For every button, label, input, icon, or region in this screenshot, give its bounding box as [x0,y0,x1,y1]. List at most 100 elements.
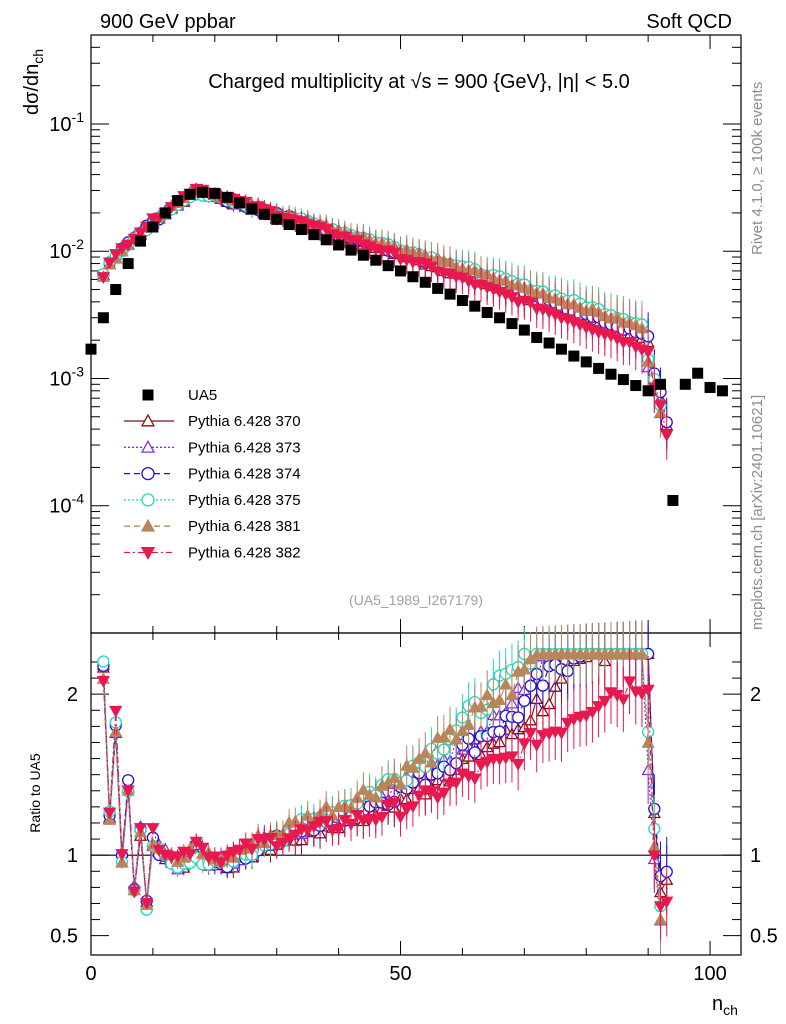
ratio-point [183,848,197,861]
ua5-point [543,337,555,349]
ratio-point [301,825,315,838]
ratio-point [647,850,661,863]
reference-label: (UA5_1989_I267179) [349,592,483,608]
ratio-tick-label: 2 [67,684,78,706]
ratio-point [332,823,346,836]
ua5-point [333,239,345,251]
ratio-point [276,837,290,850]
ratio-tick-label-right: 1 [750,845,761,867]
ua5-point [704,381,716,393]
legend-marker [140,413,156,427]
ratio-point [288,829,302,842]
mc-point [109,249,123,262]
rivet-label: Rivet 4.1.0, ≥ 100k events [749,82,766,255]
ua5-point [85,343,97,355]
legend: UA5 Pythia 6.428 370 Pythia 6.428 373 Pythi… [124,387,301,562]
ratio-point [474,699,488,712]
header-right: Soft QCD [646,11,732,33]
mc-point [641,346,655,359]
mc-series-group [96,181,674,460]
ratio-point [505,688,519,701]
mc-point [115,243,129,256]
mc-point [523,297,538,310]
header-left: 900 GeV ppbar [100,11,236,33]
ratio-point [133,823,148,836]
ua5-point [258,208,270,220]
ratio-axis-label: Ratio to UA5 [27,753,43,833]
ua5-point [444,288,456,300]
ratio-point [214,857,228,870]
ua5-point [580,356,592,368]
ua5-point [494,312,506,324]
ratio-point [344,819,358,831]
ua5-point [716,385,728,397]
ua5-point [172,195,184,207]
legend-marker [140,547,156,560]
ratio-point [517,738,531,751]
ratio-point [393,777,408,790]
ratio-point [109,705,123,718]
ratio-point [220,850,234,863]
ua5-point [432,282,444,294]
ua5-point [357,249,369,261]
ratio-point [406,801,420,814]
x-axis-label: nch [712,993,738,1018]
ua5-point [110,284,122,296]
y-tick-label: 10-3 [49,363,84,390]
legend-label: Pythia 6.428 373 [188,439,301,456]
mcplots-label: mcplots.cern.ch [arXiv:2401.10621] [749,395,766,630]
mc-point [121,239,135,252]
ua5-point [593,362,605,374]
ua5-point [667,494,679,506]
ua5-point [407,271,419,283]
legend-label: Pythia 6.428 374 [188,466,301,483]
ratio-point [121,785,135,798]
ua5-point [135,235,147,247]
ua5-point [345,244,357,256]
ratio-point [307,821,321,834]
ratio-point [598,696,612,708]
ratio-point [232,844,247,857]
ratio-point [561,717,575,730]
ua5-point [395,265,407,277]
mc-point [96,272,110,285]
ratio-point [362,787,377,800]
ratio-point [592,701,606,714]
axis-ticks: 0 50 100 10-1 10-2 10-3 10-4 0.5 0.5 1 1 2 2 [49,34,778,985]
ratio-point [653,901,668,914]
ua5-point [506,318,518,330]
ua5-point [617,374,629,386]
ratio-point [480,688,494,701]
ratio-point [146,823,160,836]
ratio-point [579,710,593,723]
ratio-point [263,832,278,845]
y-axis-label: dσ/dnch [21,49,46,115]
ratio-point [127,886,141,899]
legend-label: Pythia 6.428 382 [188,545,301,562]
ratio-point [400,804,414,817]
legend-marker [141,493,155,507]
x-tick-label: 0 [85,963,96,985]
ua5-point [295,224,307,236]
ratio-point [455,724,470,737]
legend-ua5-label: UA5 [188,387,217,404]
ratio-point [387,797,401,810]
ratio-point [319,816,333,829]
ua5-point [122,258,134,270]
ratio-point [102,807,117,820]
ratio-point [140,897,154,910]
ratio-point [97,655,110,668]
ua5-point [320,234,332,246]
ua5-point [209,187,221,199]
ua5-point [271,213,283,225]
ratio-point [270,841,284,853]
ratio-point [499,677,513,690]
ua5-point [655,378,667,390]
ua5-point [370,254,382,266]
ratio-point [424,755,439,768]
ratio-point [393,811,408,824]
ratio-point [424,786,439,799]
x-tick-label: 100 [693,963,726,985]
legend-marker [141,466,155,481]
